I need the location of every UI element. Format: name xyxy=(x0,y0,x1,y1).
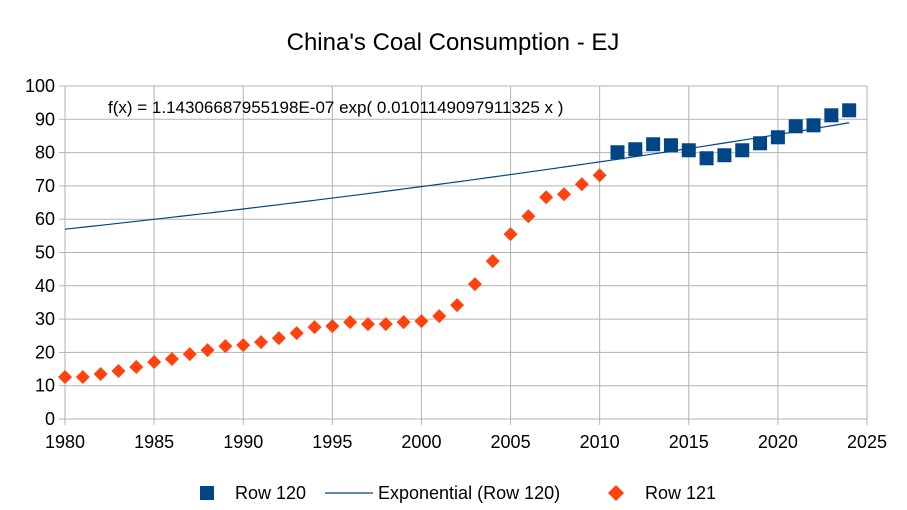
legend-marker-row-120 xyxy=(200,486,214,500)
data-point-row-121 xyxy=(325,319,340,334)
x-tick-label: 1980 xyxy=(45,432,85,452)
data-point-row-121 xyxy=(93,367,108,382)
trendline-equation: f(x) = 1.14306687955198E-07 exp( 0.01011… xyxy=(108,98,563,117)
y-tick-label: 90 xyxy=(35,109,55,129)
data-point-row-121 xyxy=(378,317,393,332)
data-point-row-121 xyxy=(503,227,518,242)
legend-label-row-120: Row 120 xyxy=(235,483,306,503)
data-point-row-121 xyxy=(271,331,286,346)
x-tick-label: 2000 xyxy=(401,432,441,452)
grid xyxy=(64,85,868,420)
data-point-row-121 xyxy=(414,314,429,329)
y-tick-label: 80 xyxy=(35,143,55,163)
data-point-row-120 xyxy=(699,151,714,166)
legend-marker-row-121 xyxy=(608,485,624,501)
x-tick-label: 2015 xyxy=(669,432,709,452)
y-tick-label: 70 xyxy=(35,176,55,196)
x-tick-label: 1995 xyxy=(312,432,352,452)
data-point-row-121 xyxy=(129,360,144,375)
data-point-row-121 xyxy=(574,177,589,192)
data-point-row-121 xyxy=(360,317,375,332)
data-point-row-121 xyxy=(467,277,482,292)
y-tick-label: 20 xyxy=(35,342,55,362)
x-tick-label: 2020 xyxy=(758,432,798,452)
data-point-row-120 xyxy=(788,119,803,134)
data-point-row-120 xyxy=(842,103,857,118)
trendline-layer xyxy=(64,122,850,230)
data-point-row-121 xyxy=(432,309,447,324)
data-point-row-121 xyxy=(289,326,304,341)
data-point-row-120 xyxy=(717,148,732,163)
legend-label-row-121: Row 121 xyxy=(645,483,716,503)
data-point-row-121 xyxy=(75,370,90,385)
y-tick-label: 60 xyxy=(35,209,55,229)
y-tick-label: 40 xyxy=(35,276,55,296)
data-point-row-121 xyxy=(343,315,358,330)
data-point-row-121 xyxy=(485,254,500,269)
y-tick-label: 100 xyxy=(25,76,55,96)
data-point-row-120 xyxy=(770,130,785,145)
data-points-layer xyxy=(58,103,857,385)
data-point-row-120 xyxy=(628,142,643,157)
y-tick-label: 0 xyxy=(45,409,55,429)
data-point-row-121 xyxy=(521,209,536,224)
data-point-row-121 xyxy=(539,190,554,205)
data-point-row-121 xyxy=(307,320,322,335)
x-tick-label: 2010 xyxy=(580,432,620,452)
y-tick-label: 50 xyxy=(35,243,55,263)
trendline-path xyxy=(64,122,850,230)
data-point-row-120 xyxy=(806,118,821,133)
y-tick-label: 30 xyxy=(35,309,55,329)
data-point-row-121 xyxy=(254,335,269,350)
x-tick-label: 1985 xyxy=(134,432,174,452)
legend: Row 120 Exponential (Row 120) Row 121 xyxy=(200,483,716,503)
data-point-row-121 xyxy=(182,347,197,362)
data-point-row-120 xyxy=(681,143,696,158)
data-point-row-121 xyxy=(236,338,251,353)
data-point-row-121 xyxy=(218,339,233,354)
data-point-row-120 xyxy=(610,145,625,160)
data-point-row-120 xyxy=(663,138,678,153)
x-tick-label: 1990 xyxy=(223,432,263,452)
data-point-row-120 xyxy=(735,143,750,158)
chart-title: China's Coal Consumption - EJ xyxy=(287,29,620,56)
data-point-row-121 xyxy=(396,315,411,330)
data-point-row-121 xyxy=(164,352,179,367)
legend-label-trendline: Exponential (Row 120) xyxy=(378,483,560,503)
data-point-row-121 xyxy=(200,343,215,358)
data-point-row-120 xyxy=(824,108,839,123)
x-tick-label: 2025 xyxy=(847,432,887,452)
data-point-row-121 xyxy=(111,364,126,379)
data-point-row-121 xyxy=(450,298,465,313)
data-point-row-121 xyxy=(557,187,572,202)
y-tick-label: 10 xyxy=(35,376,55,396)
data-point-row-121 xyxy=(58,370,72,385)
data-point-row-121 xyxy=(592,168,607,183)
data-point-row-121 xyxy=(147,355,162,370)
x-tick-label: 2005 xyxy=(491,432,531,452)
data-point-row-120 xyxy=(753,136,768,151)
data-point-row-120 xyxy=(646,137,661,152)
axes: 0 10 20 30 40 50 60 70 80 90 100 1980 1985 1990 1995 20… xyxy=(25,76,887,452)
